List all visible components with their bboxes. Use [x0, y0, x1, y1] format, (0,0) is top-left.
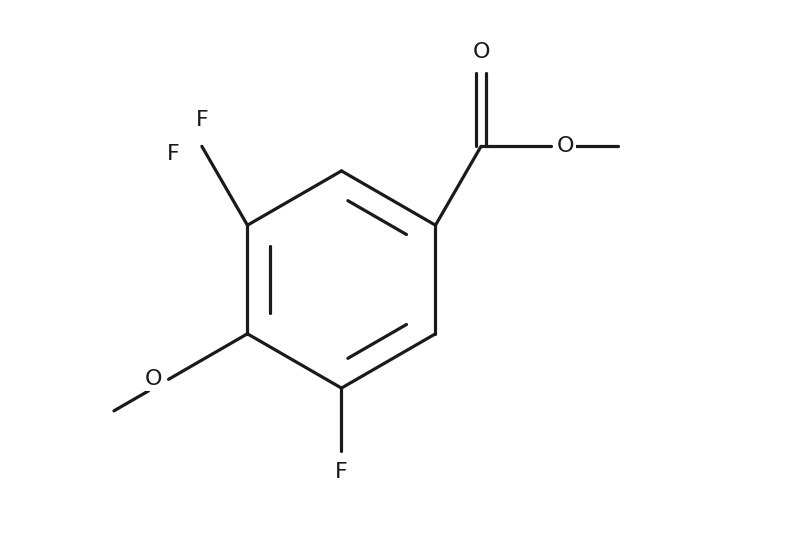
Text: F: F — [335, 462, 348, 482]
Text: F: F — [167, 144, 180, 164]
Text: O: O — [556, 136, 574, 156]
Text: O: O — [472, 42, 490, 62]
Text: F: F — [195, 110, 208, 130]
Text: O: O — [144, 369, 162, 389]
